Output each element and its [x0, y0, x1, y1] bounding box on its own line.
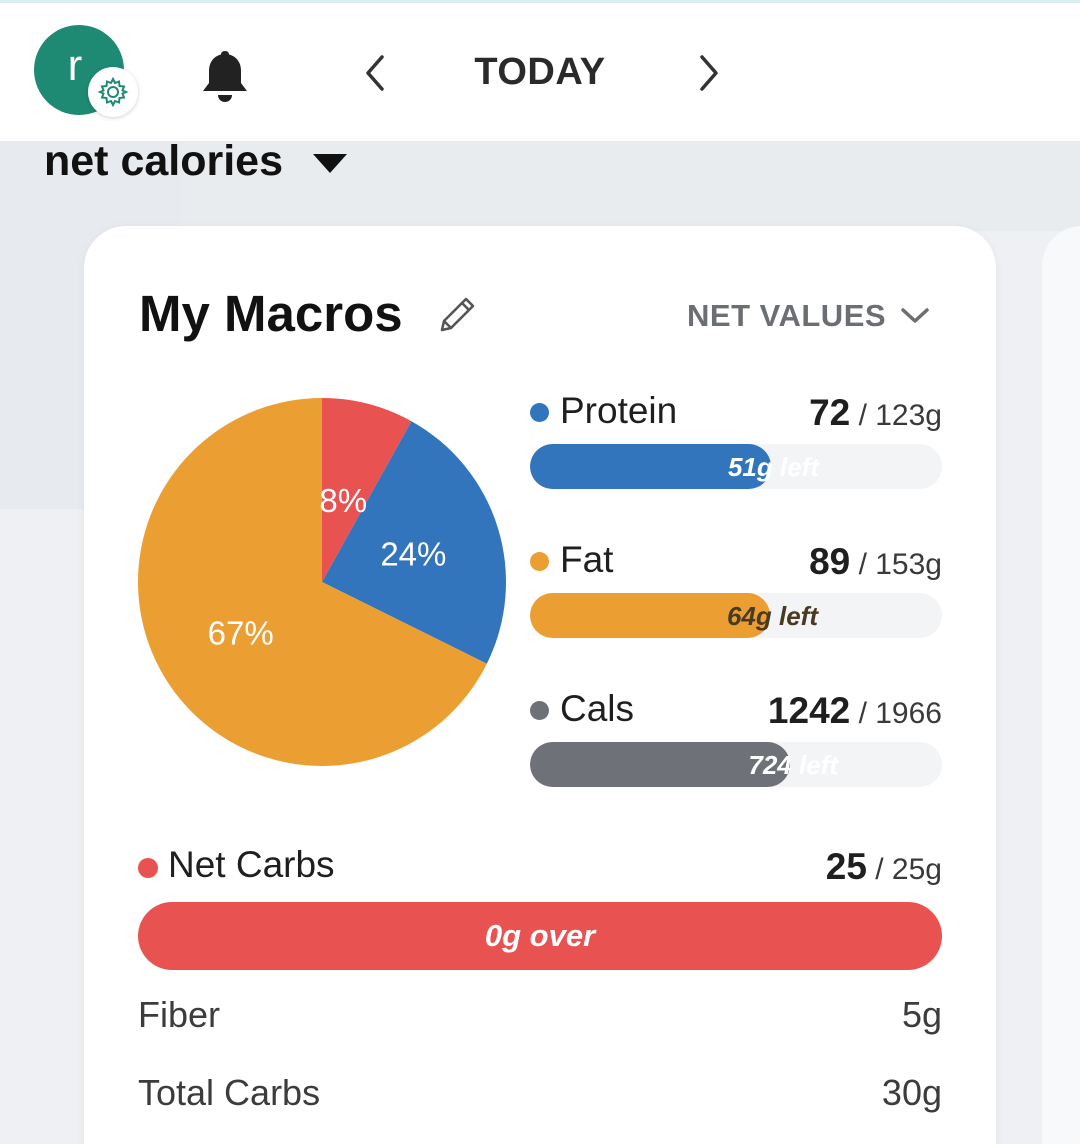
detail-value: 5g	[901, 994, 942, 1035]
app-header: r TODAY	[0, 3, 1080, 141]
protein-dot	[530, 403, 549, 422]
notifications-bell-icon[interactable]	[196, 47, 254, 110]
macro-row-protein: Protein 72 / 123g 51g left	[530, 390, 942, 489]
macro-name: Cals	[560, 688, 635, 729]
caret-down-icon	[313, 153, 347, 173]
pie-slice-protein	[322, 421, 506, 664]
remaining-label: 724 left	[748, 750, 838, 780]
pie-slice-net-carbs	[322, 398, 412, 582]
net-carbs-dot	[138, 858, 158, 878]
macro-row-fat: Fat 89 / 153g 64g left	[530, 539, 942, 638]
macro-goal: / 123g	[858, 399, 942, 432]
pie-label-protein: 24%	[380, 536, 446, 573]
net-carbs-progress-bar: 0g over	[138, 902, 942, 970]
macro-value: 1242 / 1966	[768, 690, 942, 732]
detail-label: Total Carbs	[138, 1072, 321, 1113]
macro-name: Fat	[560, 539, 614, 580]
net-carbs-value: 25 / 25g	[826, 846, 942, 888]
remaining-label: 64g left	[726, 601, 818, 631]
net-carbs-current: 25	[825, 846, 867, 887]
net-values-dropdown[interactable]: NET VALUES	[687, 298, 930, 334]
top-accent-line	[0, 0, 1080, 3]
settings-gear-badge[interactable]	[88, 67, 138, 117]
remaining-label: 51g left	[727, 452, 819, 482]
macro-current: 72	[809, 392, 851, 433]
detail-value: 30g	[881, 1072, 942, 1113]
macro-value: 72 / 123g	[809, 392, 942, 434]
detail-label: Fiber	[138, 994, 221, 1035]
card-title: My Macros	[139, 285, 403, 342]
macro-current: 1242	[767, 690, 851, 731]
net-carbs-goal: / 25g	[875, 853, 942, 886]
next-day-chevron-icon[interactable]	[694, 53, 724, 98]
next-card-peek	[1042, 226, 1080, 1144]
progress-track: 724 left	[530, 742, 942, 787]
progress-track: 51g left	[530, 444, 942, 489]
macro-goal: / 153g	[858, 548, 942, 581]
pie-slice-fat	[138, 398, 487, 766]
net-carbs-name: Net Carbs	[168, 844, 335, 885]
view-selector-dropdown[interactable]: net calories	[44, 134, 347, 188]
gear-icon	[97, 76, 129, 108]
net-carbs-row: Net Carbs 25 / 25g 0g over	[138, 844, 942, 970]
avatar-initial: r	[67, 41, 83, 90]
macro-current: 89	[809, 541, 851, 582]
cals-dot	[530, 701, 549, 720]
net-carbs-status-label: 0g over	[484, 918, 596, 953]
macro-pie-chart: 8% 24% 67%	[138, 398, 506, 766]
detail-row-fiber: Fiber 5g	[138, 994, 942, 1036]
chevron-down-icon	[901, 308, 929, 323]
macros-card: My Macros NET VALUES 8% 24% 67% Protein 72…	[84, 226, 996, 1144]
progress-fill	[530, 444, 771, 489]
detail-row-total-carbs: Total Carbs 30g	[138, 1072, 942, 1114]
progress-fill	[530, 593, 770, 638]
pie-label-net-carbs: 8%	[319, 482, 367, 519]
date-title[interactable]: TODAY	[474, 51, 606, 93]
net-values-label: NET VALUES	[687, 298, 887, 333]
progress-track: 64g left	[530, 593, 942, 638]
progress-fill	[530, 742, 790, 787]
macro-row-cals: Cals 1242 / 1966 724 left	[530, 688, 942, 787]
edit-pencil-icon[interactable]	[434, 292, 480, 343]
macro-goal: / 1966	[858, 697, 942, 730]
macro-name: Protein	[560, 390, 678, 431]
fat-dot	[530, 552, 549, 571]
pie-label-fat: 67%	[208, 614, 274, 651]
previous-day-chevron-icon[interactable]	[360, 53, 390, 98]
macro-value: 89 / 153g	[809, 541, 942, 583]
view-selector-label: net calories	[44, 136, 283, 185]
